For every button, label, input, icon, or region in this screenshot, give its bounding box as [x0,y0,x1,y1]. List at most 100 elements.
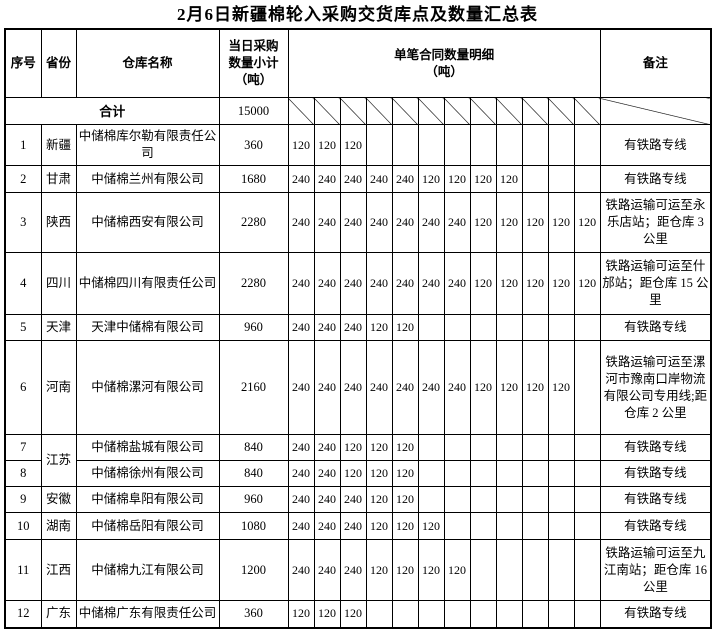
detail-cell [469,600,497,628]
warehouse-cell: 天津中储棉有限公司 [75,314,220,341]
detail-cell [521,434,549,461]
warehouse-cell: 中储棉漯河有限公司 [75,340,220,435]
detail-cell [547,486,575,513]
detail-cell [521,314,549,341]
detail-cell [573,460,601,487]
detail-cell [417,600,445,628]
detail-cell: 120 [495,192,523,253]
detail-cell [417,486,445,513]
detail-cell: 240 [339,314,367,341]
detail-cell [469,124,497,166]
detail-cell [547,600,575,628]
detail-cell: 240 [313,192,341,253]
warehouse-cell: 中储棉徐州有限公司 [75,460,220,487]
detail-cell [469,314,497,341]
table-row: 6 河南 中储棉漯河有限公司 2160 240 240 240 240 240 240 240 120… [4,340,712,435]
detail-cell: 120 [287,124,315,166]
subtotal-cell: 960 [218,314,289,341]
subtotal-cell: 840 [218,460,289,487]
detail-cell [391,124,419,166]
detail-cell: 120 [391,539,419,601]
subtotal-cell: 840 [218,434,289,461]
detail-cell: 240 [339,340,367,435]
detail-cell [547,512,575,540]
detail-cell [469,486,497,513]
slash-remark-cell [599,97,712,125]
detail-cell: 240 [313,539,341,601]
slash-cell [391,97,419,125]
slash-cell [313,97,341,125]
warehouse-cell: 中储棉阜阳有限公司 [75,486,220,513]
detail-cell: 120 [365,486,393,513]
table-row: 2 甘肃 中储棉兰州有限公司 1680 240 240 240 240 240 120 120 120… [4,165,712,193]
detail-cell: 120 [469,192,497,253]
detail-cell [573,124,601,166]
detail-cell: 240 [287,539,315,601]
detail-cell [495,314,523,341]
total-label-cell: 合计 [4,97,220,125]
province-cell: 江西 [40,539,77,601]
detail-cell: 120 [417,539,445,601]
province-cell: 天津 [40,314,77,341]
table-row: 1 新疆 中储棉库尔勒有限责任公司 360 120 120 120 有铁路专线 [4,124,712,166]
detail-cell: 240 [339,539,367,601]
detail-cell [417,314,445,341]
warehouse-cell: 中储棉西安有限公司 [75,192,220,253]
detail-cell: 240 [391,340,419,435]
detail-cell: 120 [313,124,341,166]
subtotal-cell: 1200 [218,539,289,601]
detail-cell: 120 [287,600,315,628]
detail-cell [495,539,523,601]
detail-cell: 120 [391,512,419,540]
slash-cell [547,97,575,125]
remark-cell: 铁路运输可运至永乐店站；距仓库 3 公里 [599,192,712,253]
detail-cell: 120 [469,165,497,193]
detail-cell: 240 [287,340,315,435]
table-row: 12 广东 中储棉广东有限责任公司 360 120 120 120 有铁路专线 [4,600,712,628]
detail-cell: 120 [443,539,471,601]
detail-cell [573,434,601,461]
detail-cell [391,600,419,628]
subtotal-cell: 2160 [218,340,289,435]
detail-cell [547,314,575,341]
detail-cell: 240 [365,192,393,253]
slash-cell [521,97,549,125]
detail-cell [495,600,523,628]
detail-cell: 240 [365,252,393,315]
detail-cell: 120 [495,340,523,435]
table-row: 8 中储棉徐州有限公司 840 240 240 120 120 120 有铁路专线 [4,460,712,487]
detail-cell [521,486,549,513]
detail-cell [573,539,601,601]
remark-cell: 有铁路专线 [599,434,712,461]
detail-cell: 120 [495,165,523,193]
detail-cell: 240 [443,192,471,253]
detail-cell: 120 [417,512,445,540]
detail-cell: 120 [417,165,445,193]
detail-cell: 120 [339,434,367,461]
detail-cell [443,600,471,628]
detail-cell [495,512,523,540]
detail-cell: 240 [391,165,419,193]
detail-cell: 240 [365,340,393,435]
detail-cell: 240 [417,252,445,315]
remark-cell: 有铁路专线 [599,600,712,628]
detail-cell: 240 [313,434,341,461]
province-cell: 四川 [40,252,77,315]
detail-cell [521,539,549,601]
subtotal-cell: 2280 [218,252,289,315]
detail-cell [417,434,445,461]
detail-cell: 120 [469,340,497,435]
subtotal-cell: 2280 [218,192,289,253]
detail-cell [443,314,471,341]
detail-cell: 120 [339,124,367,166]
remark-cell: 有铁路专线 [599,165,712,193]
subtotal-cell: 960 [218,486,289,513]
table-row: 4 四川 中储棉四川有限责任公司 2280 240 240 240 240 240 240 240 1… [4,252,712,315]
detail-cell: 120 [365,539,393,601]
detail-cell: 120 [391,486,419,513]
province-cell: 新疆 [40,124,77,166]
detail-cell: 240 [339,192,367,253]
detail-cell [547,460,575,487]
detail-cell [573,512,601,540]
slash-cell [365,97,393,125]
